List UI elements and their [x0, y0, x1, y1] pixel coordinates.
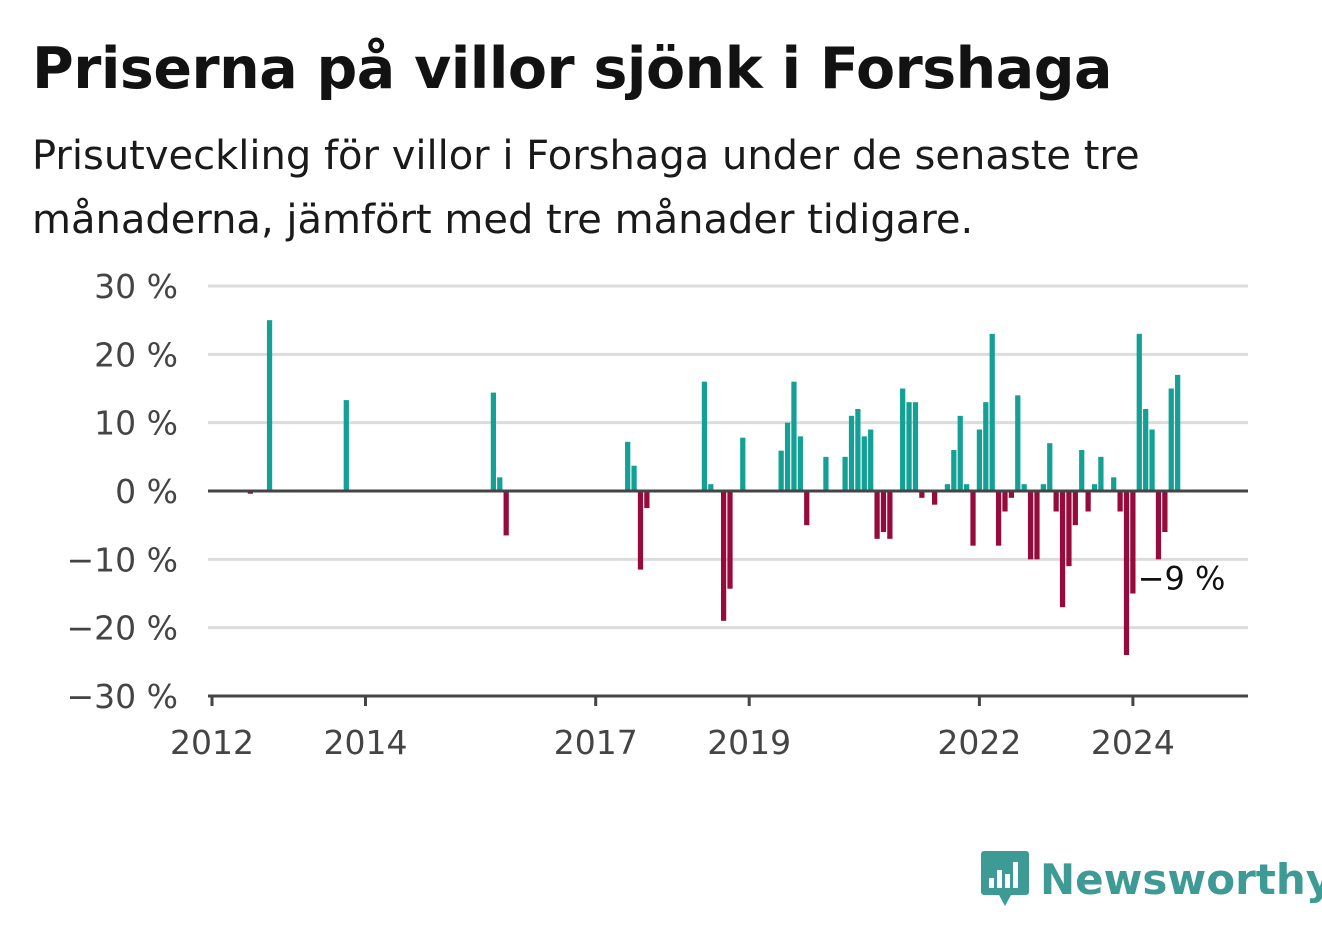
chart-subtitle: Prisutveckling för villor i Forshaga und… — [32, 133, 1140, 243]
bar — [976, 429, 983, 491]
bar — [720, 491, 727, 621]
bar — [1053, 491, 1059, 512]
y-tick-label: 30 % — [94, 267, 178, 306]
tick-labels: 30 % 20 % 10 % 0 % −10 % −20 % −30 % 2012 2014 20… — [67, 267, 1226, 762]
y-tick-label: −30 % — [67, 677, 179, 716]
bar — [625, 441, 631, 491]
last-value-label: −9 % — [1138, 560, 1226, 598]
bar — [784, 422, 791, 491]
bar — [503, 491, 509, 536]
bar — [1130, 491, 1136, 594]
bar — [708, 484, 714, 491]
x-tick-label: 2022 — [937, 723, 1021, 762]
bar — [631, 465, 637, 491]
bar — [1168, 388, 1174, 491]
bar — [1047, 443, 1053, 491]
y-tick-label: −20 % — [67, 609, 179, 648]
bar — [900, 388, 906, 491]
bar — [1155, 491, 1162, 560]
bar — [1079, 450, 1085, 491]
bar — [823, 456, 829, 491]
bar — [880, 491, 887, 532]
bar — [1123, 491, 1130, 655]
x-tick-label: 2014 — [323, 723, 407, 762]
bar — [912, 402, 919, 491]
bar — [1149, 429, 1155, 491]
bar — [944, 484, 951, 491]
axes — [208, 489, 1248, 706]
bar — [778, 450, 784, 491]
bar — [490, 392, 497, 491]
bar — [1059, 491, 1066, 608]
bar — [983, 402, 989, 491]
bar — [644, 491, 650, 509]
bar — [1066, 491, 1072, 567]
bar — [791, 381, 797, 491]
bar — [1040, 484, 1046, 491]
bar — [637, 491, 644, 570]
bar — [887, 491, 893, 539]
y-tick-label: −10 % — [67, 540, 179, 579]
bar — [740, 437, 746, 491]
bar — [1162, 491, 1168, 532]
bar — [932, 491, 938, 505]
bar — [701, 381, 708, 491]
brand-name: Newsworthy — [1040, 854, 1322, 904]
bar — [951, 450, 957, 491]
bar — [1091, 484, 1098, 491]
bar — [989, 333, 995, 491]
bar — [1175, 374, 1181, 491]
bar — [343, 400, 349, 491]
bar — [1008, 491, 1015, 498]
y-tick-label: 0 % — [115, 472, 178, 511]
bars — [247, 320, 1181, 655]
newsworthy-logo-icon — [981, 851, 1029, 906]
x-tick-label: 2017 — [554, 723, 638, 762]
bar — [842, 456, 848, 491]
bar — [995, 491, 1002, 546]
bar — [1021, 484, 1027, 491]
bar — [957, 415, 963, 491]
bar — [797, 436, 803, 491]
bar — [1034, 491, 1040, 560]
y-tick-label: 20 % — [94, 335, 178, 374]
bar-chart: 30 % 20 % 10 % 0 % −10 % −20 % −30 % 2012 2014 20… — [67, 267, 1248, 762]
x-tick-label: 2012 — [170, 723, 254, 762]
x-tick-label: 2024 — [1091, 723, 1175, 762]
brand-logo: Newsworthy — [980, 848, 1322, 910]
bar — [1072, 491, 1078, 526]
bar — [963, 484, 970, 491]
bar — [1111, 477, 1117, 491]
y-tick-label: 10 % — [94, 404, 178, 443]
bar — [861, 436, 867, 491]
bar — [266, 320, 273, 491]
bar — [497, 477, 503, 491]
bar — [1002, 491, 1008, 512]
bar — [906, 402, 912, 491]
bar — [1117, 491, 1123, 512]
bar — [868, 429, 874, 491]
bar — [855, 409, 861, 491]
bar — [874, 491, 880, 539]
bar — [1136, 333, 1142, 491]
bar — [919, 491, 925, 498]
bar — [1085, 491, 1091, 512]
chart-title: Priserna på villor sjönk i Forshaga — [32, 36, 1112, 102]
bar — [727, 491, 733, 589]
x-tick-label: 2019 — [707, 723, 791, 762]
bar — [1143, 409, 1149, 491]
bar — [1027, 491, 1034, 560]
bar — [804, 491, 810, 526]
bar — [848, 415, 855, 491]
bar — [1015, 395, 1021, 491]
bar — [1098, 456, 1104, 491]
bar — [970, 491, 976, 546]
